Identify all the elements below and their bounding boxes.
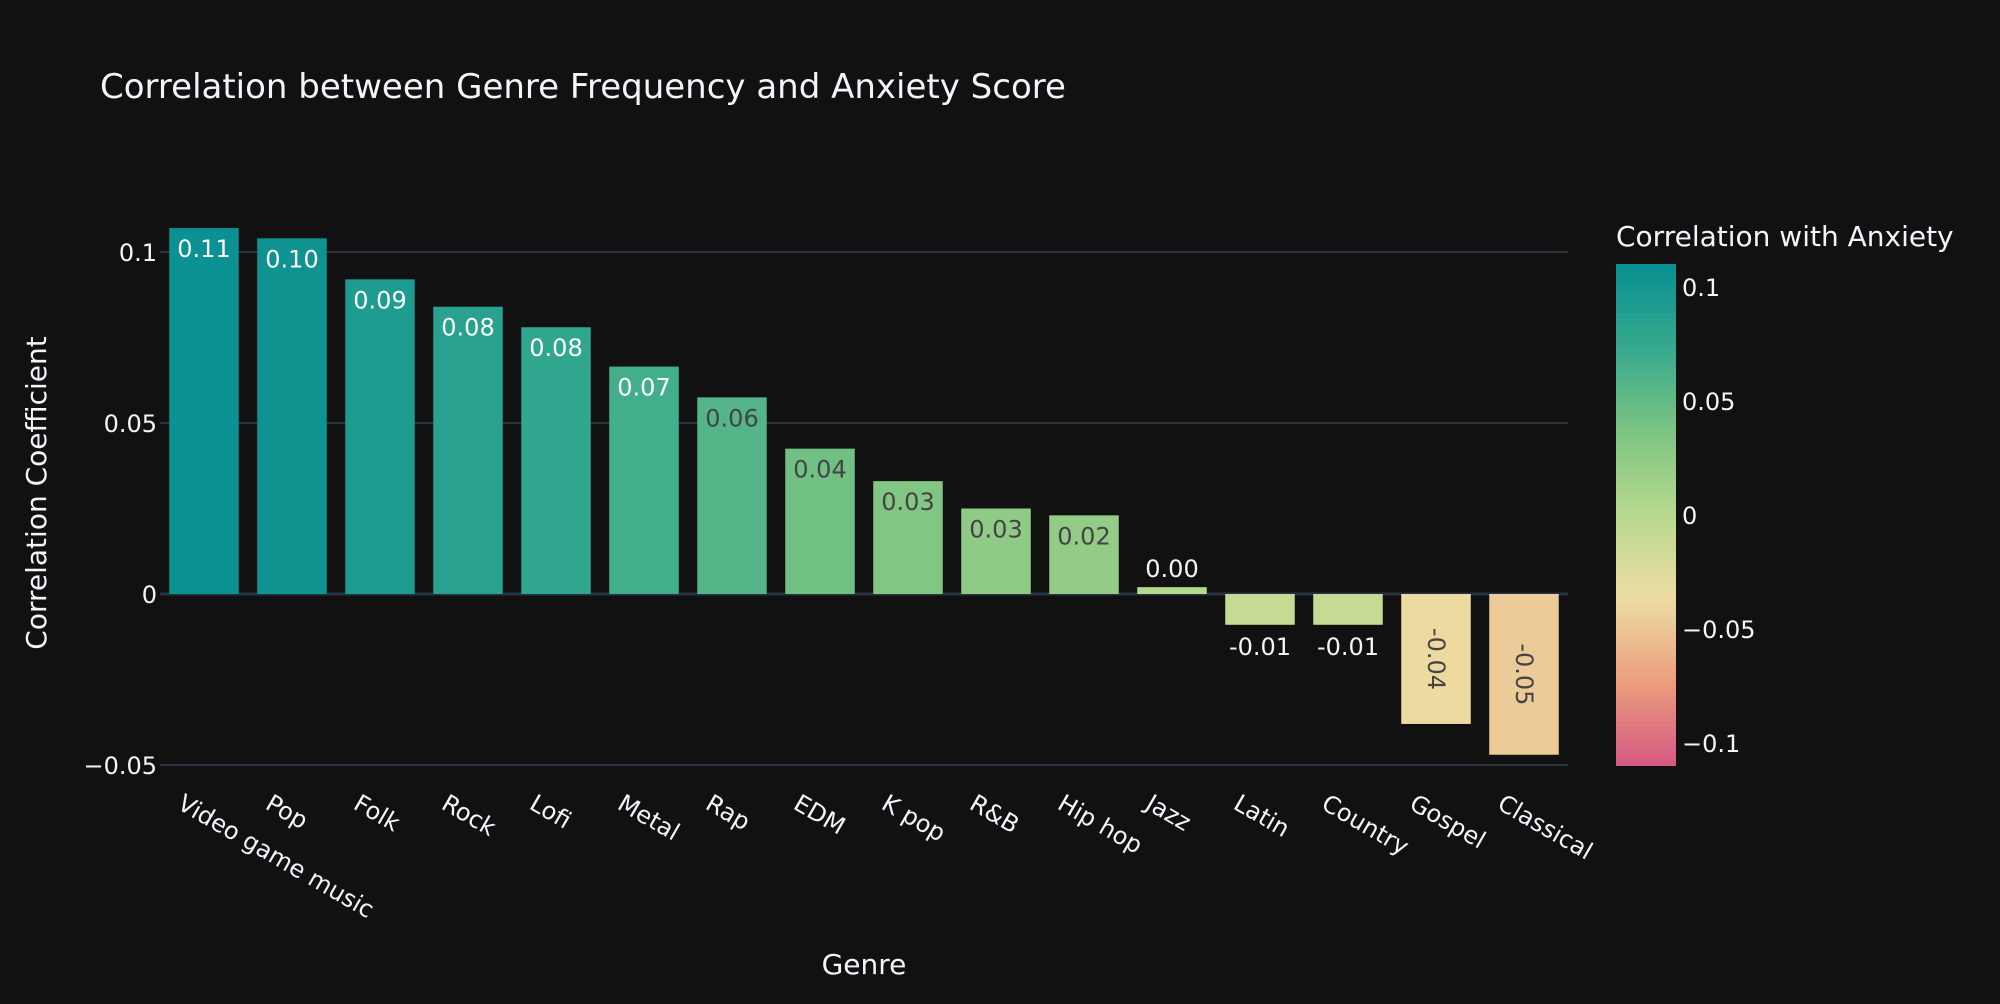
x-tick-label: Jazz bbox=[1139, 788, 1195, 837]
colorbar: Correlation with Anxiety 0.1 0.05 0 −0.05 −0… bbox=[1616, 220, 1954, 766]
x-tick-label: Folk bbox=[349, 789, 405, 837]
data-label: -0.05 bbox=[1510, 643, 1538, 705]
data-label: 0.04 bbox=[793, 456, 846, 484]
y-axis-label: Correlation Coefficient bbox=[20, 336, 53, 649]
x-tick-label: Country bbox=[1317, 789, 1414, 861]
x-tick-label: Pop bbox=[261, 789, 313, 835]
x-tick-label: Lofi bbox=[525, 789, 576, 835]
bar[interactable] bbox=[1313, 594, 1383, 625]
bar[interactable] bbox=[257, 238, 327, 594]
data-label: 0.08 bbox=[529, 334, 582, 362]
data-label: 0.11 bbox=[177, 235, 230, 263]
y-tick-label: 0.1 bbox=[119, 239, 157, 267]
colorbar-gradient bbox=[1616, 264, 1676, 766]
data-label: 0.08 bbox=[441, 314, 494, 342]
data-label: -0.01 bbox=[1229, 633, 1291, 661]
data-label: 0.09 bbox=[353, 286, 406, 314]
x-tick-label: Latin bbox=[1229, 789, 1294, 843]
bar[interactable] bbox=[785, 448, 855, 594]
y-tick-label: 0.05 bbox=[104, 410, 157, 438]
bar[interactable] bbox=[1401, 594, 1471, 724]
y-tick-label: −0.05 bbox=[83, 752, 157, 780]
colorbar-tick-label: 0.1 bbox=[1682, 274, 1720, 302]
bar[interactable] bbox=[1049, 515, 1119, 594]
data-label: 0.10 bbox=[265, 245, 318, 273]
data-label: 0.02 bbox=[1057, 522, 1110, 550]
x-tick-label: K pop bbox=[877, 789, 950, 848]
bar[interactable] bbox=[1225, 594, 1295, 625]
colorbar-tick-label: −0.1 bbox=[1682, 730, 1740, 758]
chart-title: Correlation between Genre Frequency and … bbox=[100, 67, 1066, 107]
bar[interactable] bbox=[1489, 594, 1559, 755]
colorbar-title: Correlation with Anxiety bbox=[1616, 220, 1954, 253]
bar[interactable] bbox=[521, 327, 591, 594]
bar[interactable] bbox=[1137, 587, 1207, 594]
data-label: -0.04 bbox=[1422, 628, 1450, 690]
data-label: 0.03 bbox=[969, 516, 1022, 544]
bar[interactable] bbox=[961, 508, 1031, 595]
x-tick-label: EDM bbox=[789, 789, 850, 840]
bar[interactable] bbox=[609, 366, 679, 594]
x-tick-label: Gospel bbox=[1405, 789, 1490, 854]
colorbar-tick-label: 0.05 bbox=[1682, 388, 1735, 416]
x-tick-label: R&B bbox=[965, 789, 1024, 839]
bar[interactable] bbox=[345, 279, 415, 594]
data-labels: 0.11 0.10 0.09 0.08 0.08 0.07 0.06 0.04 0.03 0.03… bbox=[177, 235, 1538, 705]
y-tick-label: 0 bbox=[142, 581, 157, 609]
bars bbox=[169, 228, 1559, 755]
data-label: 0.00 bbox=[1145, 555, 1198, 583]
bar[interactable] bbox=[873, 481, 943, 594]
x-tick-label: Metal bbox=[613, 789, 684, 846]
colorbar-ticks: 0.1 0.05 0 −0.05 −0.1 bbox=[1682, 274, 1756, 758]
bar[interactable] bbox=[433, 306, 503, 594]
x-tick-label: Hip hop bbox=[1053, 789, 1147, 860]
bar[interactable] bbox=[169, 228, 239, 594]
data-label: 0.06 bbox=[705, 404, 758, 432]
colorbar-tick-label: 0 bbox=[1682, 502, 1697, 530]
x-tick-label: Rock bbox=[437, 789, 501, 842]
x-tick-label: Rap bbox=[701, 789, 755, 836]
colorbar-tick-label: −0.05 bbox=[1682, 616, 1756, 644]
bar[interactable] bbox=[697, 397, 767, 594]
x-tick-label: Classical bbox=[1493, 789, 1597, 865]
data-label: 0.07 bbox=[617, 374, 670, 402]
x-axis-label: Genre bbox=[822, 948, 907, 981]
y-axis-ticks: −0.05 0 0.05 0.1 bbox=[83, 239, 157, 780]
data-label: 0.03 bbox=[881, 488, 934, 516]
data-label: -0.01 bbox=[1317, 633, 1379, 661]
